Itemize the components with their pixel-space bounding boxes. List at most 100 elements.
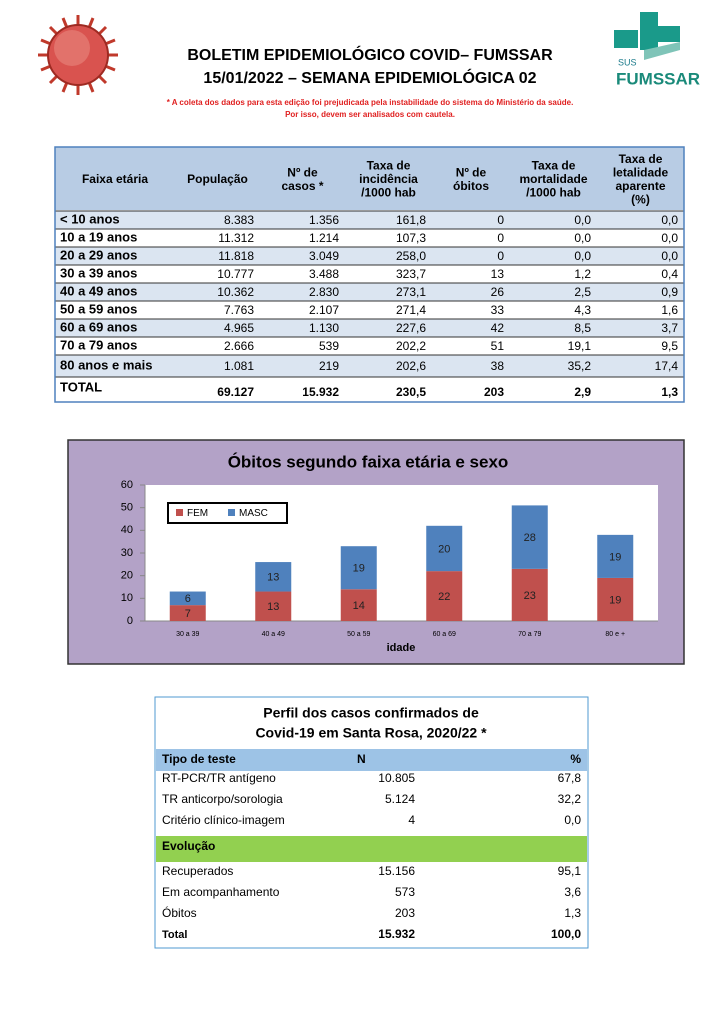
cell: 17,4 [655,359,679,373]
column-header: Nº de [456,165,487,179]
x-tick-label: 80 e + [605,631,625,638]
cell: 2,5 [574,285,591,299]
row-label: 50 a 59 anos [60,301,137,316]
row-label: < 10 anos [60,211,120,226]
data-label: 19 [353,563,365,575]
row-label: 80 anos e mais [60,357,153,372]
cell: 9,5 [661,339,678,353]
bar-segment [426,525,463,572]
data-label: 13 [267,601,279,613]
profile-cell: RT-PCR/TR antígeno [162,771,276,785]
bar-segment [169,591,206,606]
profile-cell: 67,8 [558,771,582,785]
cell: 3.488 [309,267,339,281]
y-tick-label: 60 [121,479,133,491]
legend-label: FEM [187,508,208,519]
profile-cell: Critério clínico-imagem [162,813,285,827]
cell: 4.965 [224,321,254,335]
cell: 38 [491,359,505,373]
legend-swatch [228,509,235,516]
column-header: Nº de [287,165,318,179]
logo [614,12,680,60]
profile-cell: Em acompanhamento [162,885,280,899]
column-header: /1000 hab [361,186,416,200]
row-label: 10 a 19 anos [60,229,137,244]
column-header: mortalidade [519,172,587,186]
column-header: aparente [615,179,665,193]
total-cell: 230,5 [396,385,426,399]
x-tick-label: 50 a 59 [347,631,370,638]
y-tick-label: 50 [121,502,133,514]
row-label: 40 a 49 anos [60,283,137,298]
data-label: 19 [609,551,621,563]
profile-total: Total [162,929,187,941]
bar-segment [255,562,292,592]
cell: 8,5 [574,321,591,335]
total-cell: 2,9 [574,385,591,399]
data-label: 6 [185,593,191,605]
cell: 0,0 [574,213,591,227]
chart-title: Óbitos segundo faixa etária e sexo [228,452,509,471]
column-header: (%) [631,192,650,206]
profile-cell: TR anticorpo/sorologia [162,792,283,806]
cell: 26 [491,285,505,299]
profile-cell: Óbitos [162,905,197,920]
y-tick-label: 40 [121,524,133,536]
legend-label: MASC [239,508,268,519]
cell: 51 [491,339,505,353]
cell: 219 [319,359,339,373]
y-tick-label: 20 [121,570,133,582]
total-cell: 1,3 [661,385,678,399]
y-tick-label: 0 [127,615,133,627]
logo-brand: FUMSSAR [616,69,700,88]
cell: 1,6 [661,303,678,317]
bar-segment [511,568,548,621]
cell: 161,8 [396,213,426,227]
total-cell: 203 [484,385,504,399]
cell: 4,3 [574,303,591,317]
profile-title: Covid-19 em Santa Rosa, 2020/22 * [255,725,487,741]
data-label: 7 [185,608,191,620]
profile-column: N [357,752,366,766]
column-header: Faixa etária [82,172,148,186]
cell: 1.081 [224,359,254,373]
bar-segment [597,534,634,578]
cell: 202,6 [396,359,426,373]
cell: 10.777 [217,267,254,281]
column-header: Taxa de [532,159,576,173]
bar-segment [340,589,377,621]
cell: 0 [497,249,504,263]
cell: 0,0 [574,249,591,263]
profile-header-bg [156,749,587,771]
total-cell: 15.932 [302,385,339,399]
cell: 0,4 [661,267,678,281]
cell: 7.763 [224,303,254,317]
profile-column: % [570,752,581,766]
cell: 13 [491,267,505,281]
bar-segment [426,571,463,621]
cell: 11.312 [218,231,254,245]
row-bg [55,283,684,301]
cell: 0,9 [661,285,678,299]
evolution-bg [156,836,587,862]
column-header: População [187,172,248,186]
cell: 3.049 [309,249,339,263]
y-tick-label: 10 [121,592,133,604]
cell: 1.214 [309,231,339,245]
row-bg [55,355,684,377]
cell: 1,2 [574,267,591,281]
title-line: 15/01/2022 – SEMANA EPIDEMIOLÓGICA 02 [203,68,536,87]
x-tick-label: 30 a 39 [176,631,199,638]
cell: 10.362 [217,285,254,299]
total-label: TOTAL [60,379,102,394]
x-axis-label: idade [387,642,416,654]
profile-total: 15.932 [378,927,415,941]
column-header: casos * [281,179,323,193]
cell: 11.818 [218,249,254,263]
profile-column: Tipo de teste [162,752,236,766]
cell: 2.830 [309,285,339,299]
cell: 35,2 [568,359,592,373]
cell: 0,0 [574,231,591,245]
cell: 33 [491,303,505,317]
cell: 258,0 [396,249,426,263]
